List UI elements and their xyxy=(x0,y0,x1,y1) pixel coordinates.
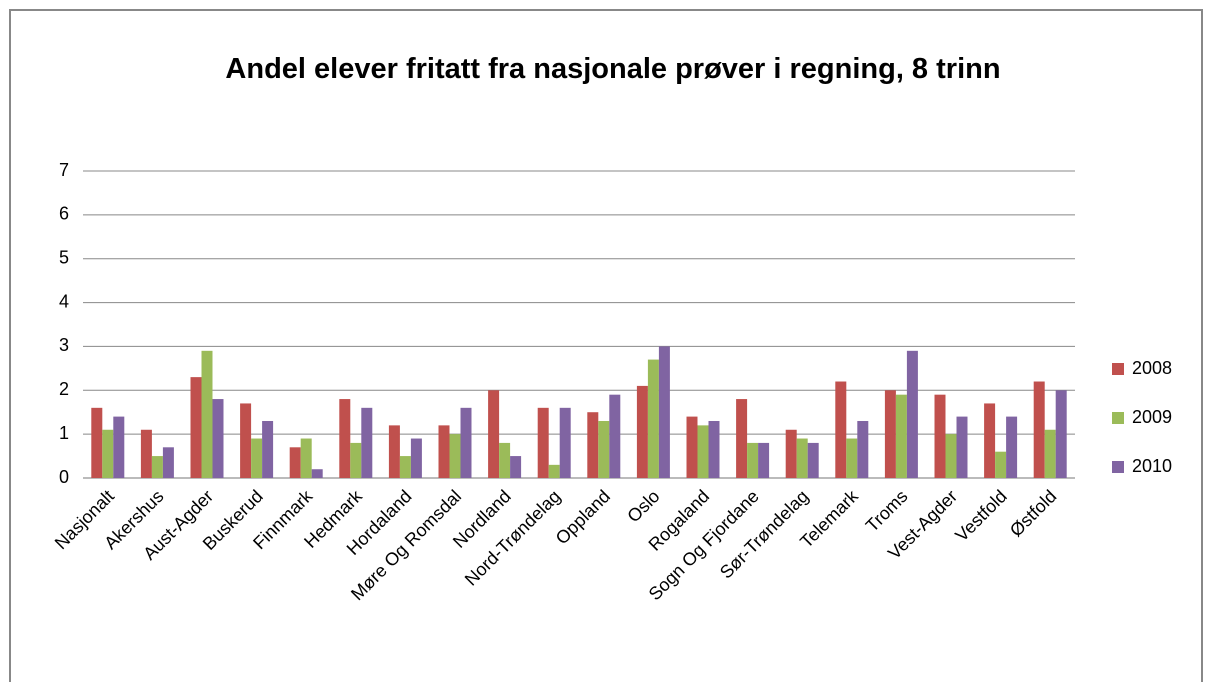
bar xyxy=(339,399,351,478)
bar xyxy=(162,447,174,478)
legend-swatch xyxy=(1112,461,1124,473)
bar xyxy=(686,416,698,478)
bar xyxy=(499,442,511,478)
y-tick-label: 5 xyxy=(59,247,69,267)
legend-label: 2010 xyxy=(1132,456,1172,476)
bar xyxy=(190,377,202,478)
bar xyxy=(438,425,450,478)
bar xyxy=(906,350,918,478)
bar xyxy=(647,359,659,478)
bar xyxy=(598,420,610,478)
bar xyxy=(488,390,500,478)
bar xyxy=(857,420,869,478)
x-tick-label: Oppland xyxy=(552,486,614,548)
bar xyxy=(747,442,759,478)
bar xyxy=(956,416,968,478)
bar xyxy=(636,385,648,478)
legend-swatch xyxy=(1112,363,1124,375)
x-tick-label: Østfold xyxy=(1006,486,1060,540)
bar xyxy=(1033,381,1045,478)
bar xyxy=(510,456,522,478)
y-tick-label: 0 xyxy=(59,467,69,487)
bar xyxy=(240,403,252,478)
legend-label: 2008 xyxy=(1132,358,1172,378)
bar xyxy=(201,350,213,478)
bar xyxy=(587,412,599,478)
bar xyxy=(460,407,472,478)
bar xyxy=(311,469,323,478)
x-tick-label: Vestfold xyxy=(951,486,1010,545)
bar xyxy=(140,429,152,478)
legend-label: 2009 xyxy=(1132,407,1172,427)
bar xyxy=(708,420,720,478)
bar xyxy=(151,456,163,478)
bar xyxy=(102,429,114,478)
bar xyxy=(758,442,770,478)
y-tick-label: 1 xyxy=(59,423,69,443)
y-tick-label: 3 xyxy=(59,335,69,355)
x-tick-label: Oslo xyxy=(623,486,663,526)
bar xyxy=(609,394,621,478)
bar xyxy=(537,407,549,478)
y-tick-label: 2 xyxy=(59,379,69,399)
bar xyxy=(796,438,808,478)
x-tick-label: Sør-Trøndelag xyxy=(716,486,812,582)
chart-border xyxy=(9,9,1203,682)
y-tick-label: 7 xyxy=(59,160,69,180)
bar xyxy=(807,442,819,478)
bar xyxy=(1044,429,1056,478)
bar xyxy=(995,451,1007,478)
y-tick-label: 4 xyxy=(59,291,69,311)
bar xyxy=(895,394,907,478)
bar xyxy=(1006,416,1018,478)
bar xyxy=(410,438,422,478)
bar xyxy=(1055,390,1067,478)
bar xyxy=(984,403,996,478)
bar xyxy=(388,425,400,478)
bar xyxy=(251,438,263,478)
bar xyxy=(449,434,461,478)
bar xyxy=(846,438,858,478)
bar xyxy=(658,346,670,478)
bar xyxy=(548,464,560,478)
y-tick-label: 6 xyxy=(59,204,69,224)
bar xyxy=(884,390,896,478)
bar xyxy=(559,407,571,478)
bar xyxy=(934,394,946,478)
bar xyxy=(399,456,411,478)
bar xyxy=(113,416,125,478)
bar xyxy=(289,447,301,478)
bar xyxy=(212,399,224,478)
bar xyxy=(361,407,373,478)
legend-swatch xyxy=(1112,412,1124,424)
bar xyxy=(736,399,748,478)
bar xyxy=(91,407,103,478)
chart-title: Andel elever fritatt fra nasjonale prøve… xyxy=(225,53,1001,85)
bar xyxy=(835,381,847,478)
bar xyxy=(785,429,797,478)
bar xyxy=(350,442,362,478)
bar xyxy=(697,425,709,478)
bar xyxy=(300,438,312,478)
bar xyxy=(262,420,274,478)
bar xyxy=(945,434,957,478)
